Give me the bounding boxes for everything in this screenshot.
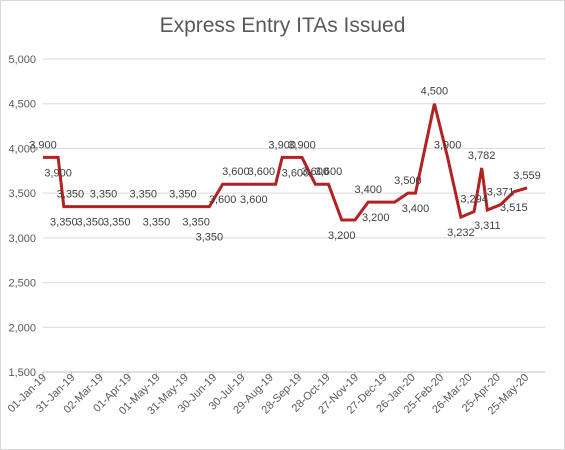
data-point xyxy=(62,205,65,208)
chart-title: Express Entry ITAs Issued xyxy=(159,14,406,37)
y-tick-label: 2,000 xyxy=(8,322,36,334)
data-point xyxy=(406,192,409,195)
data-label: 3,200 xyxy=(328,230,356,242)
data-label: 3,900 xyxy=(288,139,316,151)
data-label: 3,350 xyxy=(90,189,118,201)
data-labels: 3,9003,9003,3503,3503,3503,3503,3503,350… xyxy=(29,86,541,244)
data-point xyxy=(526,186,529,189)
data-point xyxy=(252,183,255,186)
data-point xyxy=(473,210,476,213)
data-point xyxy=(221,183,224,186)
data-label: 3,500 xyxy=(394,175,422,187)
data-label: 3,371 xyxy=(487,187,515,199)
data-label: 3,600 xyxy=(315,166,343,178)
data-label: 3,900 xyxy=(434,139,462,151)
data-label: 3,600 xyxy=(282,167,310,179)
data-point xyxy=(367,201,370,204)
y-tick-label: 1,500 xyxy=(8,367,36,379)
data-point xyxy=(89,205,92,208)
data-point xyxy=(480,166,483,169)
data-point xyxy=(281,156,284,159)
y-tick-label: 3,000 xyxy=(8,233,36,245)
data-point xyxy=(234,183,237,186)
data-label: 3,311 xyxy=(474,220,501,232)
y-tick-label: 5,000 xyxy=(8,54,36,66)
data-label: 3,350 xyxy=(77,217,105,229)
data-label: 3,350 xyxy=(182,217,210,229)
data-label: 3,600 xyxy=(209,194,237,206)
data-point xyxy=(314,183,317,186)
data-point xyxy=(69,205,72,208)
data-label: 3,350 xyxy=(169,189,197,201)
data-label: 3,900 xyxy=(44,167,72,179)
gridlines xyxy=(43,58,545,373)
y-axis: 1,500 2,000 2,500 3,000 3,500 4,000 4,500 5,000 xyxy=(8,54,36,379)
y-tick-label: 2,500 xyxy=(8,278,36,290)
x-axis: 01-Jan-1931-Jan-1902-Mar-1901-Apr-1901-M… xyxy=(6,371,545,417)
data-label: 3,350 xyxy=(143,217,171,229)
data-point xyxy=(433,102,436,105)
data-label: 3,600 xyxy=(222,166,250,178)
y-tick-label: 3,500 xyxy=(8,188,36,200)
data-label: 3,200 xyxy=(362,212,390,224)
data-point xyxy=(353,218,356,221)
data-label: 3,900 xyxy=(268,139,296,151)
data-point xyxy=(142,205,145,208)
data-point xyxy=(327,183,330,186)
data-point xyxy=(294,156,297,159)
data-point xyxy=(155,205,158,208)
data-label: 3,294 xyxy=(460,194,488,206)
data-label: 4,500 xyxy=(421,86,449,98)
data-point xyxy=(340,218,343,221)
data-point xyxy=(486,209,489,212)
data-label: 3,515 xyxy=(500,202,528,214)
series-line xyxy=(43,103,528,222)
y-tick-label: 4,500 xyxy=(8,99,36,111)
data-label: 3,600 xyxy=(248,166,276,178)
data-point xyxy=(260,183,263,186)
data-point xyxy=(195,205,198,208)
data-label: 3,559 xyxy=(513,170,541,182)
data-label: 3,232 xyxy=(447,227,475,239)
data-point xyxy=(102,205,105,208)
data-point xyxy=(181,205,184,208)
data-label: 3,900 xyxy=(29,139,57,151)
data-point xyxy=(459,216,462,219)
data-point xyxy=(274,183,277,186)
data-point xyxy=(374,201,377,204)
data-point xyxy=(446,156,449,159)
data-label: 3,350 xyxy=(196,232,224,244)
data-label: 3,400 xyxy=(354,184,382,196)
data-label: 3,600 xyxy=(302,166,330,178)
data-point xyxy=(115,205,118,208)
data-label: 3,400 xyxy=(402,203,430,215)
data-point xyxy=(393,201,396,204)
data-label: 3,782 xyxy=(468,150,496,162)
data-point xyxy=(301,156,304,159)
data-label: 3,350 xyxy=(57,189,85,201)
data-label: 3,350 xyxy=(50,217,78,229)
series-layer xyxy=(42,102,529,222)
data-point xyxy=(57,156,60,159)
data-point xyxy=(42,156,45,159)
data-label: 3,350 xyxy=(129,189,157,201)
y-tick-label: 4,000 xyxy=(8,143,36,155)
data-label: 3,600 xyxy=(240,194,268,206)
data-point xyxy=(414,192,417,195)
data-label: 3,350 xyxy=(103,217,131,229)
